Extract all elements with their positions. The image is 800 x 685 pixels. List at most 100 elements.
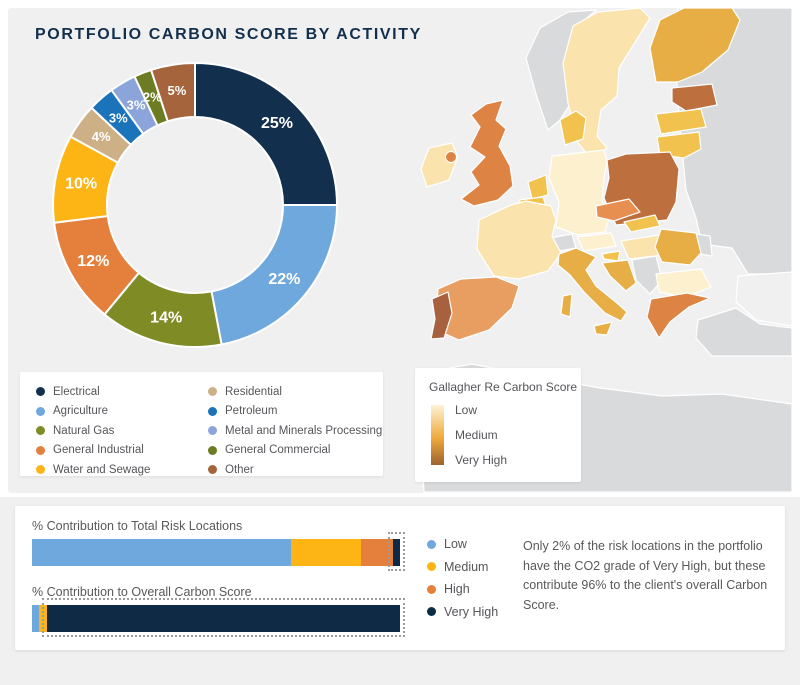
activity-legend-card: Electrical Agriculture Natural Gas General …: [20, 372, 383, 476]
region-czechia: [595, 198, 641, 222]
donut-slice-label: 12%: [77, 253, 109, 270]
highlight-box-2: [41, 598, 405, 637]
region-croatia: [601, 259, 637, 292]
activity-legend-grid: Electrical Agriculture Natural Gas General …: [36, 382, 383, 480]
legend-label: Electrical: [53, 385, 100, 398]
region-turkey: [695, 307, 792, 357]
black-sea: [735, 271, 792, 327]
gradient-label-low: Low: [455, 403, 478, 417]
legend-dot: [427, 539, 436, 549]
gradient-label-very-high: Very High: [455, 453, 508, 467]
region-latvia: [655, 108, 707, 135]
bar-segment-low: [32, 605, 40, 632]
contribution-card: % Contribution to Total Risk Locations %…: [15, 506, 785, 650]
legend-label: Residential: [225, 385, 282, 398]
legend-dot: [208, 445, 217, 455]
score-legend-item: High: [427, 582, 498, 596]
bar1-label: % Contribution to Total Risk Locations: [32, 519, 243, 533]
donut-slice-label: 3%: [127, 98, 146, 113]
donut-slice-label: 3%: [109, 110, 128, 125]
activity-legend-item: Water and Sewage: [36, 460, 208, 480]
stacked-bar-1: [32, 539, 400, 566]
activity-legend-item: Metal and Minerals Processing: [208, 421, 383, 441]
donut-slice-electrical: [194, 61, 339, 206]
donut-slice-label: 4%: [92, 129, 111, 144]
legend-label: High: [444, 582, 470, 596]
legend-label: Petroleum: [225, 405, 278, 418]
legend-dot: [36, 426, 45, 436]
activity-legend-item: Electrical: [36, 382, 208, 402]
score-legend: Low Medium High Very High: [427, 537, 498, 627]
legend-label: Low: [444, 537, 467, 551]
legend-label: Other: [225, 463, 254, 476]
region-denmark: [559, 110, 587, 146]
score-legend-item: Medium: [427, 560, 498, 574]
region-greece: [646, 292, 711, 339]
region-netherlands: [527, 174, 549, 200]
donut-chart-wrap: 25% 22% 14% 12% 10% 4% 3% 3% 2% 5%: [50, 60, 340, 350]
score-legend-item: Low: [427, 537, 498, 551]
legend-label: General Industrial: [53, 444, 144, 457]
carbon-score-gradient-row: Low Medium Very High: [431, 403, 581, 467]
legend-dot: [427, 584, 436, 594]
region-slovenia: [601, 250, 621, 262]
donut-slice-label: 14%: [150, 310, 182, 327]
legend-label: General Commercial: [225, 444, 331, 457]
legend-dot: [36, 445, 45, 455]
page-title: PORTFOLIO CARBON SCORE BY ACTIVITY: [35, 26, 422, 43]
region-italy: [557, 247, 628, 322]
highlight-box-1: [387, 532, 405, 571]
region-ireland-east: [445, 151, 457, 163]
legend-label: Metal and Minerals Processing: [225, 424, 383, 437]
activity-legend-item: General Commercial: [208, 441, 383, 461]
region-germany: [548, 149, 610, 236]
bottom-band: % Contribution to Total Risk Locations %…: [0, 497, 800, 685]
region-romania: [654, 228, 702, 266]
carbon-score-legend-title: Gallagher Re Carbon Score: [429, 380, 578, 394]
bar-segment-high: [361, 539, 393, 566]
bar-segment-very_high: [46, 605, 400, 632]
donut-slice-label: 22%: [268, 271, 300, 288]
bar-segment-low: [32, 539, 292, 566]
legend-dot: [208, 426, 217, 436]
region-estonia: [671, 83, 718, 112]
top-panel: PORTFOLIO CARBON SCORE BY ACTIVITY 25% 22…: [8, 8, 792, 493]
region-norway: [525, 9, 597, 131]
carbon-score-legend-card: Gallagher Re Carbon Score Low Medium Ver…: [415, 368, 581, 482]
activity-legend-item: General Industrial: [36, 441, 208, 461]
legend-dot: [208, 465, 217, 475]
activity-legend-item: Petroleum: [208, 402, 383, 422]
bar-segment-very_high: [392, 539, 400, 566]
region-bulgaria: [655, 268, 712, 298]
legend-label: Natural Gas: [53, 424, 115, 437]
region-slovakia: [623, 214, 661, 233]
legend-dot: [36, 387, 45, 397]
region-united-kingdom: [460, 99, 514, 207]
donut-slice-label: 25%: [261, 115, 293, 132]
donut-slice-label: 2%: [143, 90, 162, 105]
score-legend-item: Very High: [427, 605, 498, 619]
bar2-label: % Contribution to Overall Carbon Score: [32, 585, 252, 599]
region-france: [476, 200, 562, 280]
region-austria: [576, 232, 617, 252]
donut-slice-label: 10%: [65, 176, 97, 193]
donut-slice-other: [149, 61, 196, 123]
carbon-score-gradient-labels: Low Medium Very High: [455, 403, 507, 467]
legend-dot: [427, 562, 436, 571]
donut-chart: 25%22%14%12%10%4%3%3%2% 5%: [52, 61, 339, 348]
legend-dot: [427, 607, 436, 616]
legend-dot: [208, 387, 217, 397]
gradient-label-medium: Medium: [455, 428, 498, 442]
legend-label: Agriculture: [53, 405, 108, 418]
legend-label: Very High: [444, 604, 499, 619]
carbon-score-gradient: [431, 405, 444, 465]
donut-slice-label: 5%: [168, 83, 187, 98]
note-text: Only 2% of the risk locations in the por…: [523, 539, 768, 612]
activity-legend-item: Residential: [208, 382, 383, 402]
legend-dot: [208, 406, 217, 416]
bar-segment-medium: [291, 539, 362, 566]
activity-legend-item: Natural Gas: [36, 421, 208, 441]
legend-dot: [36, 465, 45, 475]
region-finland: [649, 8, 741, 83]
